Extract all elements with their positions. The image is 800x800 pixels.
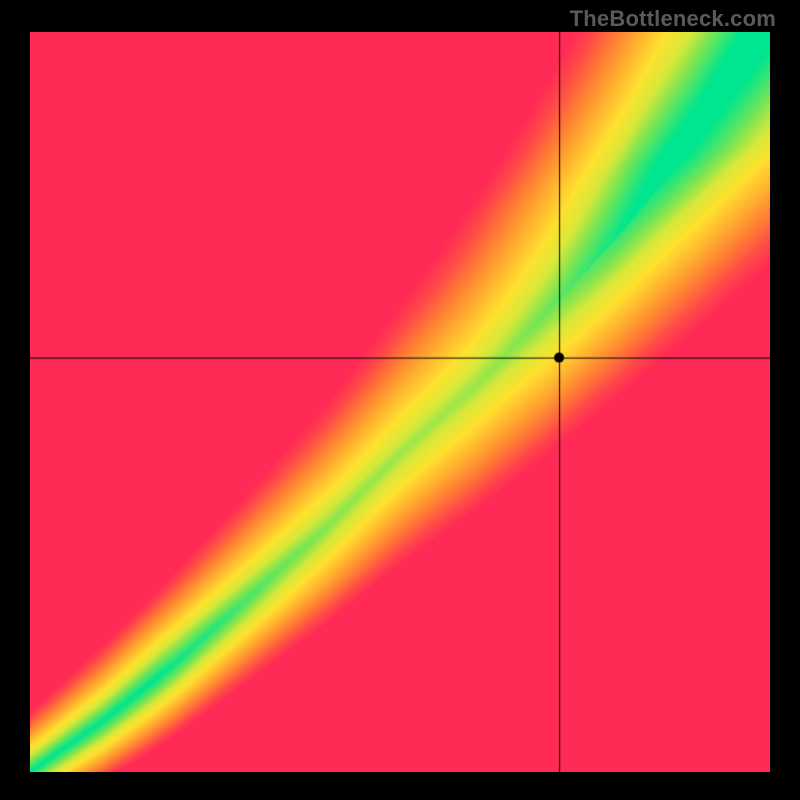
heatmap-canvas [30, 32, 770, 772]
watermark-text: TheBottleneck.com [570, 6, 776, 32]
heatmap-plot [30, 32, 770, 772]
chart-container: TheBottleneck.com [0, 0, 800, 800]
